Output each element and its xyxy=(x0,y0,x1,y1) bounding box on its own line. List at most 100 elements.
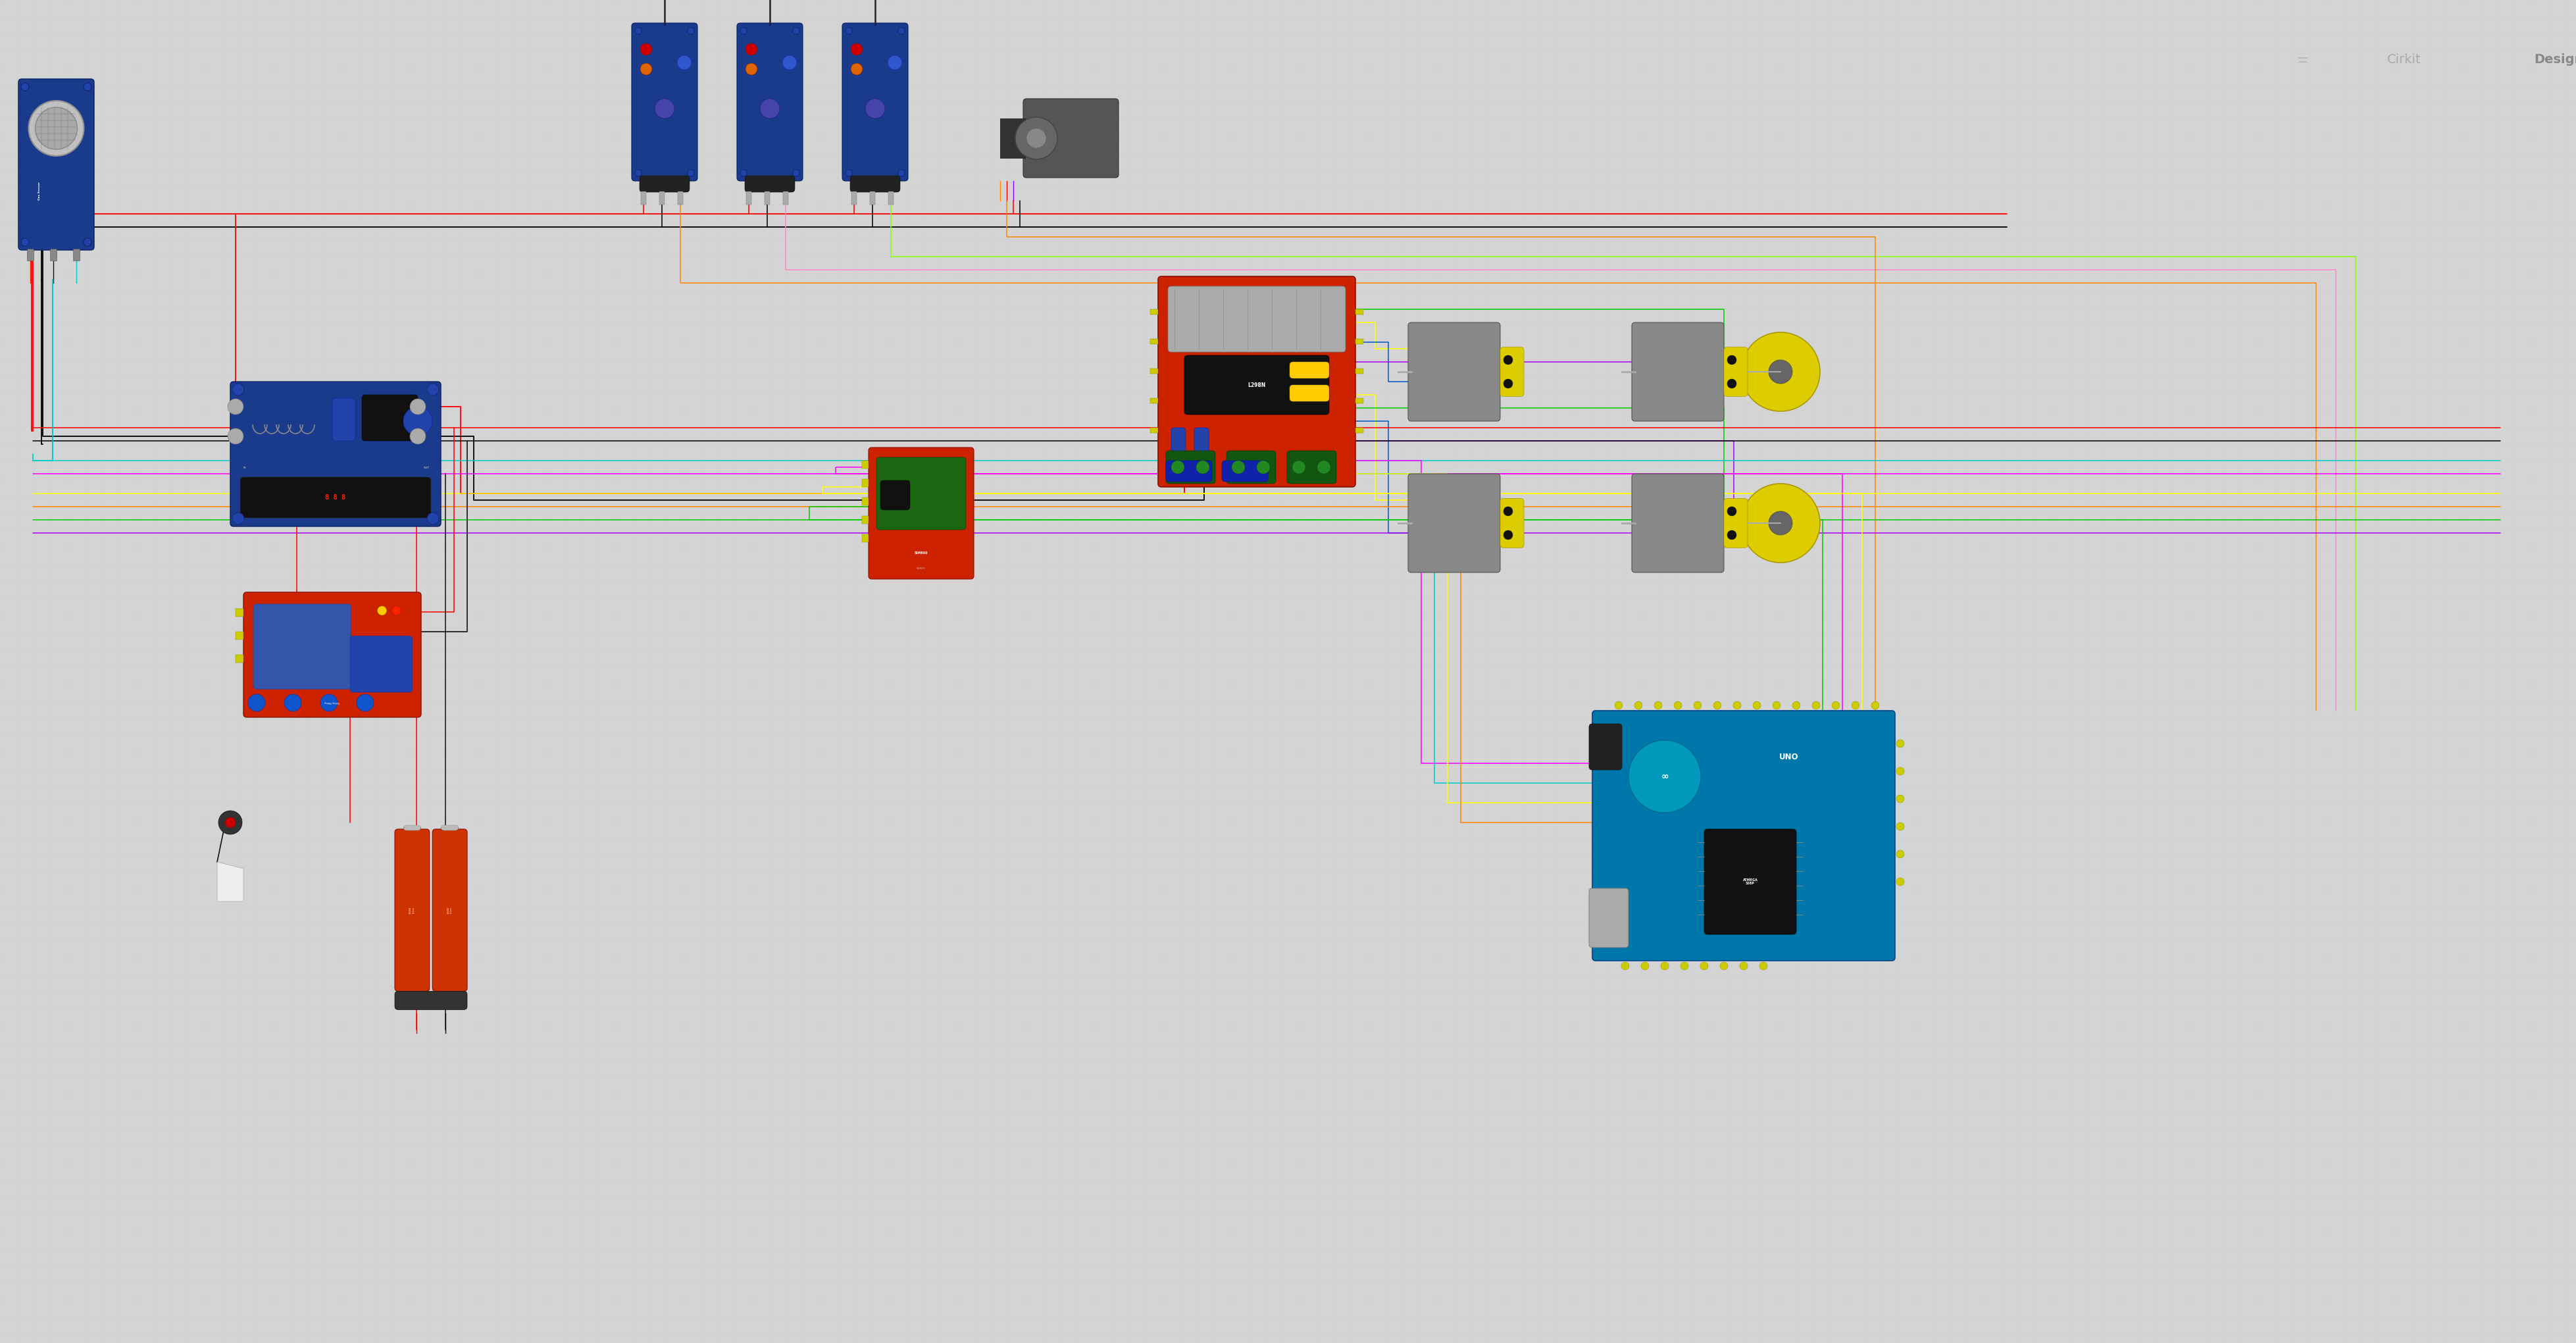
Bar xyxy=(863,516,868,524)
Bar xyxy=(783,192,788,204)
Circle shape xyxy=(376,606,386,615)
Text: L298N: L298N xyxy=(1247,381,1265,388)
Circle shape xyxy=(1680,962,1687,970)
Bar xyxy=(863,461,868,469)
Circle shape xyxy=(1896,878,1904,885)
Circle shape xyxy=(1741,483,1819,563)
FancyBboxPatch shape xyxy=(1589,724,1620,770)
FancyBboxPatch shape xyxy=(1592,710,1893,960)
FancyBboxPatch shape xyxy=(1499,498,1522,548)
Circle shape xyxy=(1504,379,1512,388)
FancyBboxPatch shape xyxy=(1631,322,1723,422)
Bar xyxy=(659,192,665,204)
Circle shape xyxy=(639,63,652,75)
Text: ∞: ∞ xyxy=(1662,772,1669,782)
Bar xyxy=(26,248,33,261)
Bar xyxy=(234,608,242,616)
Bar xyxy=(1355,338,1363,344)
Circle shape xyxy=(677,55,690,70)
Circle shape xyxy=(793,169,799,176)
Bar xyxy=(747,192,752,204)
FancyBboxPatch shape xyxy=(433,829,466,991)
Circle shape xyxy=(1316,461,1329,474)
Circle shape xyxy=(1739,962,1747,970)
Circle shape xyxy=(227,399,242,415)
Text: CE0670: CE0670 xyxy=(917,567,925,569)
FancyBboxPatch shape xyxy=(350,637,412,692)
Bar xyxy=(850,192,855,204)
Circle shape xyxy=(1767,512,1793,535)
Circle shape xyxy=(886,55,902,70)
FancyBboxPatch shape xyxy=(631,23,698,181)
FancyBboxPatch shape xyxy=(842,23,907,181)
FancyBboxPatch shape xyxy=(1723,498,1747,548)
Circle shape xyxy=(1713,701,1721,709)
Circle shape xyxy=(1231,461,1244,474)
Circle shape xyxy=(1870,701,1878,709)
FancyBboxPatch shape xyxy=(240,477,430,518)
Circle shape xyxy=(36,107,77,149)
FancyBboxPatch shape xyxy=(1703,829,1795,935)
Bar xyxy=(49,248,57,261)
FancyBboxPatch shape xyxy=(361,395,417,441)
Circle shape xyxy=(850,43,863,55)
Circle shape xyxy=(1504,356,1512,364)
FancyBboxPatch shape xyxy=(229,381,440,526)
Circle shape xyxy=(227,428,242,445)
Circle shape xyxy=(1662,962,1669,970)
FancyBboxPatch shape xyxy=(1167,451,1216,483)
Bar xyxy=(677,192,683,204)
FancyBboxPatch shape xyxy=(252,604,350,689)
FancyBboxPatch shape xyxy=(737,23,804,181)
Bar xyxy=(1355,309,1363,314)
Bar xyxy=(999,118,1025,158)
Bar xyxy=(765,192,770,204)
Circle shape xyxy=(1896,822,1904,830)
Circle shape xyxy=(783,55,796,70)
Circle shape xyxy=(1674,701,1682,709)
Circle shape xyxy=(739,28,747,34)
Circle shape xyxy=(1633,701,1641,709)
FancyBboxPatch shape xyxy=(1291,385,1329,402)
Bar xyxy=(1149,427,1157,432)
FancyBboxPatch shape xyxy=(1406,322,1499,422)
Circle shape xyxy=(1721,962,1728,970)
Circle shape xyxy=(1752,701,1759,709)
FancyBboxPatch shape xyxy=(1157,277,1355,488)
Circle shape xyxy=(688,169,693,176)
FancyBboxPatch shape xyxy=(242,592,420,717)
FancyBboxPatch shape xyxy=(404,825,420,830)
FancyBboxPatch shape xyxy=(1631,474,1723,572)
Text: Cirkit: Cirkit xyxy=(2388,52,2421,66)
Circle shape xyxy=(355,694,374,712)
FancyBboxPatch shape xyxy=(1406,474,1499,572)
Circle shape xyxy=(899,169,904,176)
Circle shape xyxy=(232,513,245,524)
Circle shape xyxy=(1504,506,1512,516)
Bar xyxy=(863,497,868,505)
Circle shape xyxy=(1504,530,1512,540)
FancyBboxPatch shape xyxy=(1589,888,1628,948)
Circle shape xyxy=(1759,962,1767,970)
Bar xyxy=(234,631,242,639)
Circle shape xyxy=(1726,379,1736,388)
Circle shape xyxy=(1257,461,1270,474)
Circle shape xyxy=(845,169,853,176)
FancyBboxPatch shape xyxy=(868,447,974,579)
FancyBboxPatch shape xyxy=(1167,461,1211,482)
FancyBboxPatch shape xyxy=(1291,361,1329,379)
Text: 8 8 8: 8 8 8 xyxy=(325,494,345,501)
Text: OUT: OUT xyxy=(422,466,430,469)
Circle shape xyxy=(1896,795,1904,803)
Circle shape xyxy=(744,43,757,55)
Circle shape xyxy=(1641,962,1649,970)
Circle shape xyxy=(1734,701,1741,709)
FancyBboxPatch shape xyxy=(1167,286,1345,352)
Circle shape xyxy=(1015,117,1056,160)
Bar xyxy=(641,192,647,204)
Circle shape xyxy=(634,28,641,34)
Circle shape xyxy=(224,818,234,827)
FancyBboxPatch shape xyxy=(440,825,459,830)
Text: ATMEGA
328P: ATMEGA 328P xyxy=(1741,878,1757,885)
Circle shape xyxy=(1172,461,1185,474)
